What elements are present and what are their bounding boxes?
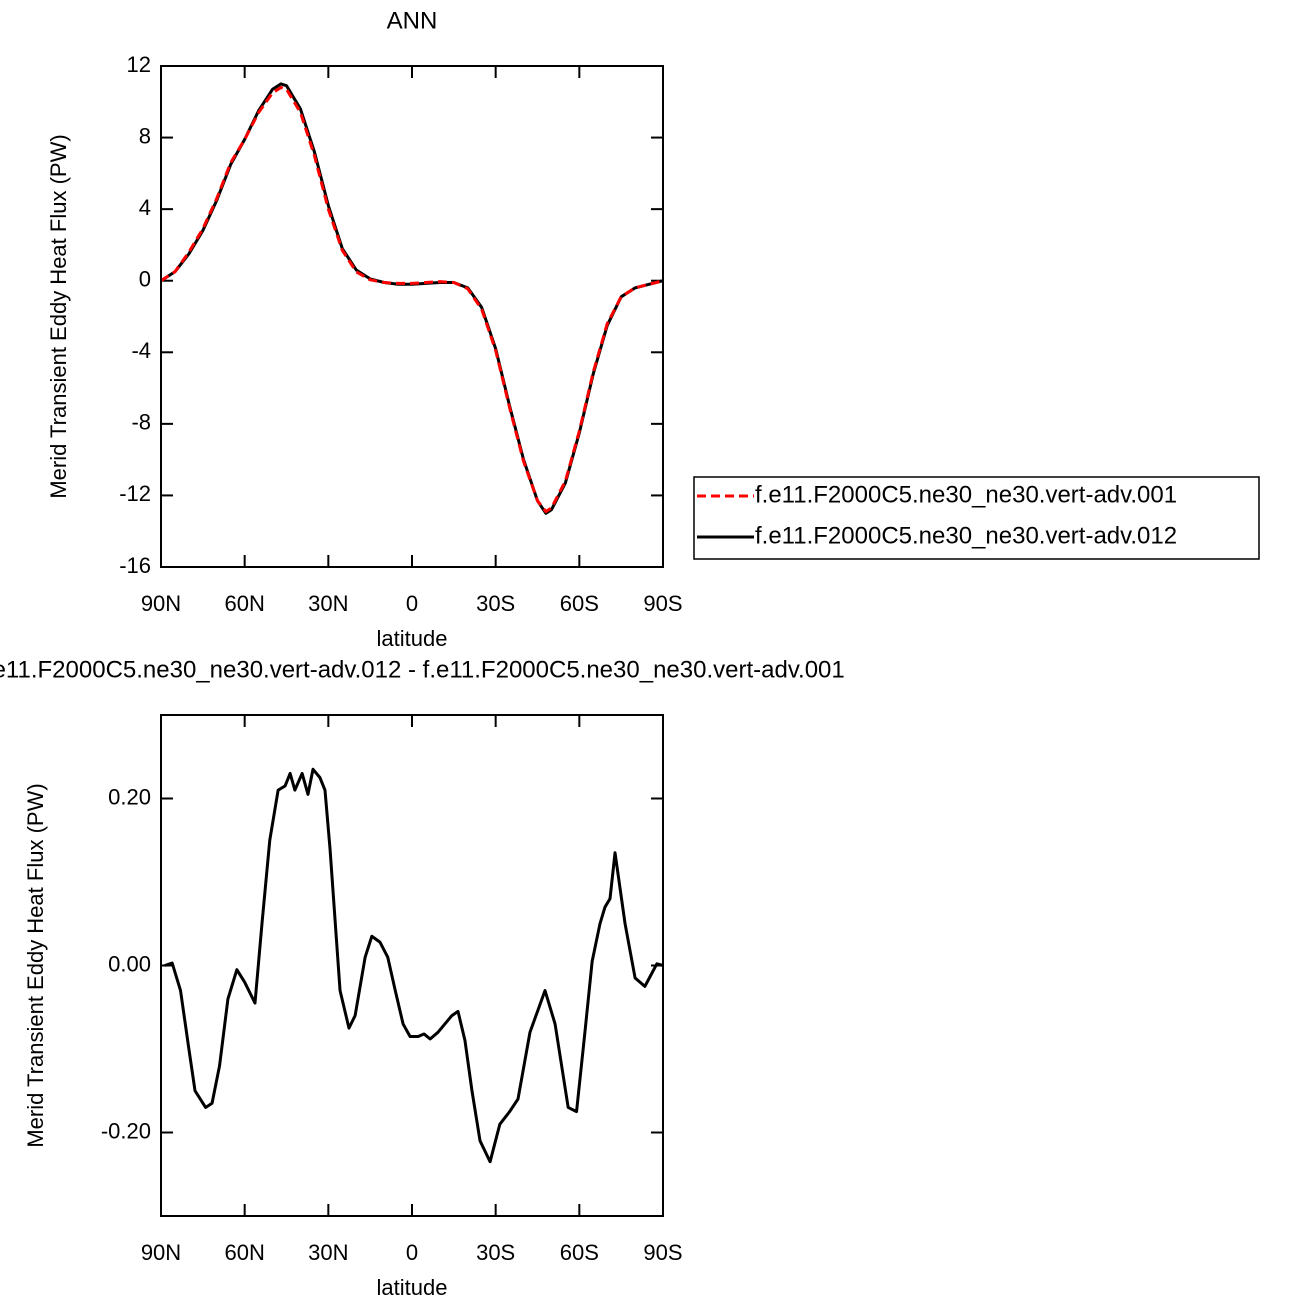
y-tick-label: 4 xyxy=(139,195,151,220)
x-tick-label: 90N xyxy=(141,1240,181,1265)
line-series xyxy=(160,82,664,515)
x-tick-label: 60N xyxy=(224,1240,264,1265)
legend-label: f.e11.F2000C5.ne30_ne30.vert-adv.001 xyxy=(755,481,1177,508)
x-tick-label: 30N xyxy=(308,591,348,616)
x-tick-label: 30N xyxy=(308,1240,348,1265)
y-tick-label: 0.20 xyxy=(108,784,151,809)
y-axis-label: Merid Transient Eddy Heat Flux (PW) xyxy=(23,783,48,1147)
x-tick-label: 90N xyxy=(141,591,181,616)
x-axis-label: latitude xyxy=(377,1275,448,1300)
x-tick-label: 90S xyxy=(643,1240,682,1265)
plot-frame xyxy=(160,65,664,568)
plot-frame xyxy=(160,714,664,1217)
x-tick-label: 0 xyxy=(406,591,418,616)
y-tick-label: 12 xyxy=(127,52,151,77)
y-tick-label: -4 xyxy=(131,338,151,363)
y-tick-label: -16 xyxy=(119,553,151,578)
y-tick-label: 0 xyxy=(139,267,151,292)
x-tick-label: 30S xyxy=(476,591,515,616)
y-tick-label: -0.20 xyxy=(101,1118,151,1143)
legend-label: f.e11.F2000C5.ne30_ne30.vert-adv.012 xyxy=(755,522,1177,549)
y-tick-label: -8 xyxy=(131,410,151,435)
y-tick-label: 8 xyxy=(139,123,151,148)
line-series xyxy=(164,767,664,1164)
x-tick-label: 90S xyxy=(643,591,682,616)
y-tick-label: 0.00 xyxy=(108,951,151,976)
y-axis-label: Merid Transient Eddy Heat Flux (PW) xyxy=(46,134,71,498)
chart-title: f.e11.F2000C5.ne30_ne30.vert-adv.012 - f… xyxy=(0,656,845,683)
x-axis-label: latitude xyxy=(377,626,448,651)
line-series xyxy=(160,85,664,514)
x-tick-label: 0 xyxy=(406,1240,418,1265)
x-tick-label: 60N xyxy=(224,591,264,616)
legend-box xyxy=(693,476,1260,560)
x-tick-label: 60S xyxy=(560,1240,599,1265)
x-tick-label: 60S xyxy=(560,591,599,616)
chart-title: ANN xyxy=(387,7,438,34)
x-tick-label: 30S xyxy=(476,1240,515,1265)
y-tick-label: -12 xyxy=(119,481,151,506)
